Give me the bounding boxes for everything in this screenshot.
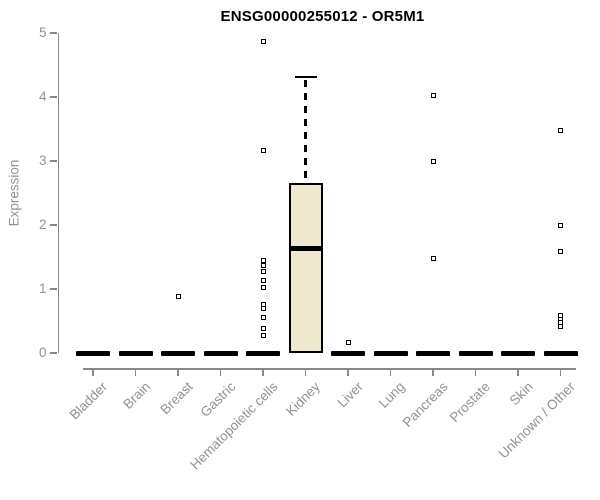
x-axis-tick-label: Kidney: [283, 379, 324, 419]
x-axis-tick: [474, 368, 477, 376]
outlier-point: [558, 128, 563, 134]
zero-boxplot-bar: [203, 350, 238, 356]
whisker-line: [304, 80, 307, 182]
outlier-point: [260, 148, 266, 154]
x-axis-tick: [517, 368, 519, 376]
zero-boxplot-bar: [161, 350, 195, 356]
outlier-point: [260, 333, 266, 339]
y-axis-tick: [50, 224, 57, 226]
x-axis-tick-label: Brain: [120, 379, 154, 412]
outlier-point: [260, 258, 266, 264]
x-axis-tick-label: Prostate: [446, 379, 494, 426]
x-axis-tick-label: Breast: [157, 379, 196, 418]
y-axis-tick-label: 5: [38, 25, 47, 40]
x-axis-tick: [432, 368, 434, 376]
y-axis-tick-label: 2: [38, 217, 47, 232]
x-axis-tick-label: Bladder: [67, 379, 111, 423]
y-axis-tick-label: 3: [38, 153, 47, 168]
outlier-point: [430, 256, 436, 262]
outlier-point: [345, 340, 351, 346]
zero-boxplot-bar: [543, 350, 578, 356]
x-axis-tick: [177, 368, 179, 376]
outlier-point: [175, 294, 181, 300]
outlier-point: [260, 269, 266, 275]
chart-title: ENSG00000255012 - OR5M1: [220, 8, 425, 25]
y-axis-tick-label: 4: [38, 89, 47, 104]
zero-boxplot-bar: [331, 350, 365, 356]
x-axis-line: [83, 368, 576, 370]
outlier-point: [558, 249, 563, 255]
outlier-point: [260, 314, 266, 320]
zero-boxplot-bar: [416, 350, 450, 356]
outlier-point: [260, 326, 266, 332]
zero-boxplot-bar: [118, 350, 153, 356]
zero-boxplot-bar: [246, 350, 280, 356]
x-axis-tick-label: Pancreas: [399, 379, 451, 430]
x-axis-tick: [134, 368, 137, 376]
x-axis-tick: [347, 368, 349, 376]
outlier-point: [430, 93, 436, 99]
zero-boxplot-bar: [501, 350, 535, 356]
outlier-point: [260, 278, 266, 284]
x-axis-tick: [262, 368, 264, 376]
outlier-point: [558, 324, 563, 330]
x-axis-tick-label: Liver: [334, 379, 366, 411]
zero-boxplot-bar: [76, 350, 110, 356]
y-axis-tick: [50, 160, 57, 162]
x-axis-tick-label: Gastric: [197, 379, 239, 420]
x-axis-tick: [559, 368, 562, 376]
x-axis-tick: [304, 368, 307, 376]
x-axis-tick-label: Unknown / Other: [495, 379, 579, 462]
y-axis-line: [57, 33, 59, 353]
median-line: [288, 246, 323, 252]
y-axis-tick: [50, 288, 57, 290]
x-axis-tick: [219, 368, 222, 376]
outlier-point: [430, 159, 436, 165]
x-axis-tick-label: Skin: [506, 379, 536, 409]
x-axis-tick: [389, 368, 392, 376]
zero-boxplot-bar: [458, 350, 493, 356]
zero-boxplot-bar: [373, 350, 408, 356]
y-axis-tick: [50, 96, 57, 98]
outlier-point: [260, 306, 266, 312]
y-axis-tick: [50, 352, 57, 354]
x-axis-tick-label: Lung: [376, 379, 409, 411]
y-axis-tick-label: 1: [38, 281, 47, 296]
x-axis-tick: [92, 368, 94, 376]
outlier-point: [260, 39, 266, 45]
y-axis-tick-label: 0: [38, 345, 47, 360]
outlier-point: [260, 263, 266, 269]
whisker-cap: [294, 75, 317, 79]
y-axis-tick: [50, 32, 57, 34]
boxplot-box: [288, 182, 323, 353]
outlier-point: [558, 222, 563, 228]
outlier-point: [260, 284, 266, 290]
